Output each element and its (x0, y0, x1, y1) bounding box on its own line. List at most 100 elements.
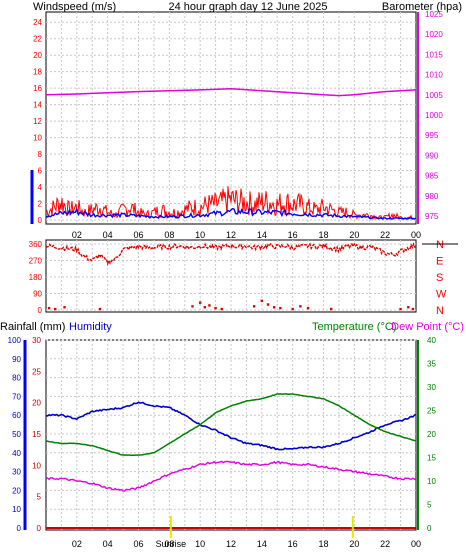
windspeed-tick-label: 10 (33, 134, 42, 143)
humidity-axis: 0 10 20 30 40 50 60 70 80 90 100 (8, 336, 27, 533)
wind-direction-point (272, 306, 276, 309)
barometer-axis-title: Barometer (hpa) (382, 1, 462, 13)
x-tick-label: 06 (133, 230, 143, 240)
rainfall-tick-label: 15 (32, 430, 41, 439)
x-tick-label: 18 (318, 539, 328, 549)
rainfall-tick-label: 20 (32, 399, 41, 408)
wind-average-line (45, 207, 417, 220)
humidity-tick-label: 50 (12, 430, 21, 439)
x-tick-label: 16 (288, 230, 298, 240)
temperature-series (45, 393, 417, 538)
barometer-tick-label: 975 (425, 212, 439, 221)
temperature-tick-label: 10 (427, 477, 436, 486)
windspeed-tick-label: 18 (33, 68, 42, 77)
rainfall-tick-label: 0 (37, 524, 42, 533)
wind-series (45, 87, 417, 221)
x-tick-label: 12 (226, 230, 236, 240)
x-tick-label: 04 (103, 230, 113, 240)
direction-gridlines (46, 240, 416, 312)
temperature-x-axis: 02 04 06 08 10 12 14 16 18 20 22 00 (72, 539, 421, 549)
wind-direction-trace (45, 241, 417, 267)
wind-direction-point (299, 305, 302, 308)
direction-degree-axis: 0 90 180 270 360 (29, 240, 43, 315)
x-tick-label: 16 (288, 539, 298, 549)
direction-series (45, 241, 417, 311)
rainfall-tick-label: 10 (32, 461, 41, 470)
barometer-tick-label: 1020 (425, 30, 443, 39)
humidity-line (45, 401, 417, 451)
barometer-tick-label: 995 (425, 131, 439, 140)
compass-point-label: S (436, 272, 443, 284)
humidity-tick-label: 10 (12, 505, 21, 514)
x-tick-label: 22 (380, 230, 390, 240)
wind-direction-point (407, 306, 410, 309)
wind-direction-point (214, 306, 217, 310)
humidity-tick-label: 60 (12, 411, 21, 420)
x-tick-label: 22 (380, 539, 390, 549)
wind-direction-point (260, 299, 264, 303)
x-tick-label: 04 (103, 539, 113, 549)
humidity-axis-title: Humidity (69, 321, 112, 333)
wind-direction-point (266, 303, 270, 306)
temperature-tick-label: 5 (427, 501, 432, 510)
compass-point-label: N (436, 305, 444, 317)
wind-direction-point (47, 306, 51, 310)
direction-degree-label: 270 (29, 257, 43, 266)
barometer-tick-label: 1015 (425, 50, 443, 59)
wind-direction-point (54, 307, 57, 311)
wind-direction-point (306, 306, 310, 310)
temperature-tick-label: 30 (427, 383, 436, 392)
rainfall-axis: 0 5 10 15 20 25 30 (32, 336, 41, 533)
x-tick-label: 06 (133, 539, 143, 549)
compass-point-label: W (436, 289, 447, 301)
windspeed-tick-label: 22 (33, 35, 42, 44)
wind-gridlines (46, 12, 416, 224)
wind-direction-point (208, 304, 211, 307)
direction-degree-label: 180 (29, 273, 43, 282)
direction-degree-label: 360 (29, 240, 43, 249)
wind-direction-point (220, 307, 223, 311)
direction-degree-label: 0 (38, 306, 43, 315)
x-tick-label: 12 (226, 539, 236, 549)
humidity-tick-label: 0 (17, 524, 22, 533)
rainfall-axis-title: Rainfall (mm) (0, 321, 65, 333)
temperature-tick-label: 0 (427, 524, 432, 533)
humidity-tick-label: 30 (12, 468, 21, 477)
windspeed-tick-label: 24 (33, 18, 42, 27)
x-tick-label: 08 (164, 230, 174, 240)
rainfall-tick-label: 5 (37, 493, 42, 502)
barometer-tick-label: 1005 (425, 91, 443, 100)
windspeed-tick-label: 8 (38, 150, 43, 159)
wind-direction-point (63, 306, 66, 309)
temperature-axis: 0 5 10 15 20 25 30 35 40 (417, 336, 436, 533)
graph-title: 24 hour graph day 12 June 2025 (168, 1, 327, 13)
windspeed-tick-label: 2 (38, 200, 43, 209)
barometer-tick-label: 1000 (425, 111, 443, 120)
x-tick-label: 20 (349, 539, 359, 549)
compass-point-label: N (436, 239, 444, 251)
windspeed-tick-label: 20 (33, 51, 42, 60)
humidity-tick-label: 100 (8, 336, 22, 345)
sunrise-label: Sunrise (156, 539, 187, 549)
direction-degree-label: 90 (33, 290, 42, 299)
wind-direction-point (191, 305, 194, 308)
wind-gust-line (45, 186, 416, 221)
wind-direction-point (399, 307, 402, 311)
barometer-tick-label: 985 (425, 172, 439, 181)
windspeed-tick-label: 12 (33, 117, 42, 126)
temperature-line (45, 393, 417, 457)
windspeed-tick-label: 6 (38, 167, 43, 176)
humidity-tick-label: 80 (12, 374, 21, 383)
windspeed-tick-label: 0 (38, 216, 43, 225)
temperature-tick-label: 20 (427, 430, 436, 439)
windspeed-axis-title: Windspeed (m/s) (33, 1, 116, 13)
temperature-tick-label: 35 (427, 360, 436, 369)
x-tick-label: 08 (164, 539, 174, 549)
x-tick-label: 02 (72, 539, 82, 549)
x-tick-label: 14 (257, 230, 267, 240)
x-tick-label: 00 (411, 539, 421, 549)
